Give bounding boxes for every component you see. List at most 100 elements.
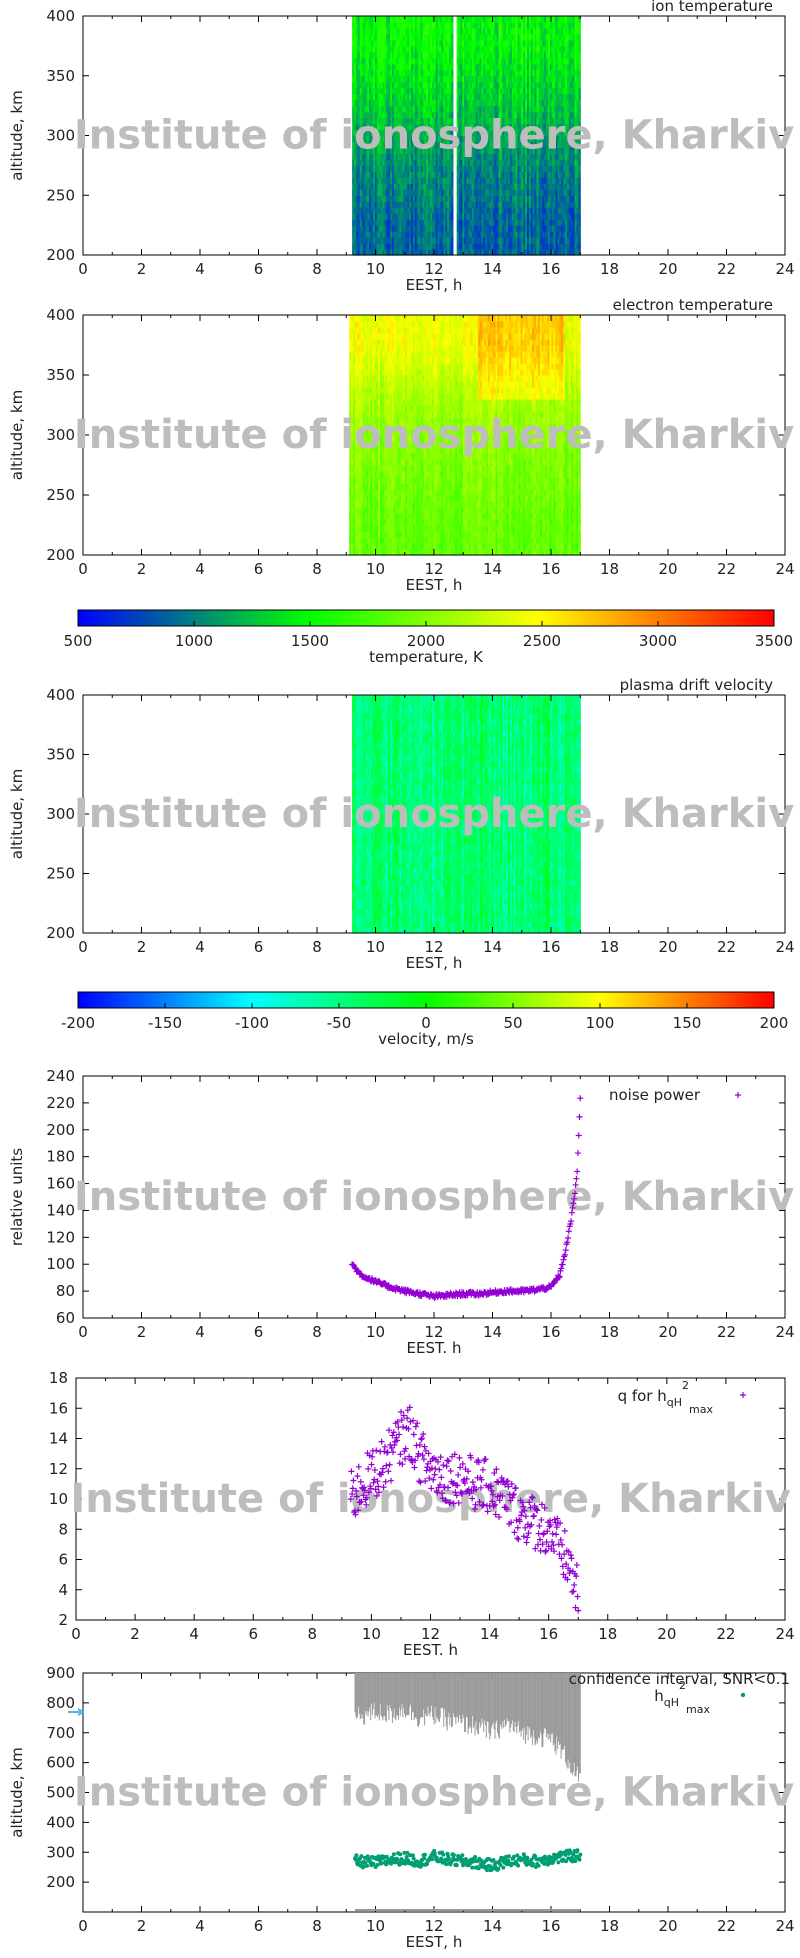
heatmap-cell [403, 129, 406, 137]
heatmap-cell [355, 231, 359, 238]
heatmap-cell [412, 63, 416, 71]
heatmap-cell [430, 51, 433, 59]
heatmap-cell [363, 183, 367, 190]
heatmap-cell [357, 69, 361, 77]
heatmap-cell [352, 105, 355, 113]
heatmap-cell [456, 27, 460, 35]
heatmap-cell [382, 153, 386, 160]
heatmap-cell [376, 207, 380, 214]
heatmap-cell [439, 45, 443, 53]
heatmap-cell [458, 33, 462, 41]
heatmap-cell [433, 111, 437, 119]
heatmap-cell [418, 219, 422, 226]
heatmap-cell [371, 45, 374, 53]
heatmap-cell [367, 249, 370, 256]
heatmap-cell [426, 39, 429, 47]
heatmap-cell [390, 39, 393, 47]
heatmap-cell [373, 225, 376, 232]
heatmap-cell [357, 21, 361, 29]
heatmap-cell [403, 201, 406, 208]
heatmap-cell [426, 135, 429, 143]
heatmap-cell [395, 111, 399, 119]
heatmap-cell [371, 93, 374, 101]
heatmap-cell [373, 183, 376, 190]
heatmap-cell [435, 51, 439, 59]
heatmap-cell [395, 213, 399, 220]
heatmap-cell [431, 123, 435, 131]
heatmap-cell [578, 33, 581, 41]
heatmap-cell [450, 87, 454, 95]
heatmap-cell [405, 237, 408, 244]
heatmap-cell [414, 231, 418, 238]
heatmap-cell [443, 219, 446, 226]
heatmap-cell [399, 231, 403, 238]
heatmap-cell [380, 27, 384, 35]
heatmap-cell [445, 243, 448, 250]
heatmap-cell [393, 177, 397, 184]
heatmap-cell [357, 171, 361, 178]
heatmap-cell [439, 33, 443, 41]
heatmap-cell [393, 81, 397, 89]
heatmap-cell [414, 147, 418, 155]
heatmap-cell [382, 39, 386, 47]
heatmap-cell [409, 177, 412, 184]
heatmap-cell [386, 16, 389, 23]
heatmap-cell [361, 207, 365, 214]
heatmap-cell [458, 183, 462, 190]
heatmap-cell [441, 111, 444, 119]
heatmap-cell [397, 141, 401, 149]
heatmap-cell [424, 69, 427, 77]
heatmap-cell [374, 201, 378, 208]
heatmap-cell [456, 99, 460, 107]
heatmap-cell [428, 147, 431, 155]
heatmap-cell [443, 93, 446, 101]
y-axis-label: altitude, km [8, 90, 26, 180]
heatmap-cell [412, 27, 416, 35]
heatmap-cell [397, 57, 401, 65]
heatmap-cell [388, 147, 391, 155]
heatmap-cell [414, 141, 418, 149]
heatmap-cell [403, 111, 406, 119]
heatmap-cell [397, 117, 401, 125]
heatmap-cell [357, 243, 361, 250]
heatmap-cell [361, 177, 365, 184]
heatmap-cell [354, 117, 357, 125]
heatmap-cell [422, 225, 425, 232]
heatmap-cell [355, 171, 359, 178]
heatmap-cell [380, 21, 384, 29]
heatmap-cell [392, 231, 395, 238]
heatmap-cell [462, 237, 465, 244]
heatmap-cell [411, 21, 414, 29]
heatmap-cell [363, 51, 367, 59]
heatmap-cell [407, 27, 410, 35]
heatmap-cell [411, 243, 414, 250]
heatmap-cell [460, 201, 463, 208]
heatmap-cell [460, 81, 463, 89]
heatmap-cell [449, 105, 452, 113]
heatmap-cell [367, 207, 370, 214]
heatmap-cell [420, 165, 424, 172]
heatmap-cell [424, 111, 427, 119]
heatmap-cell [371, 33, 374, 41]
heatmap-cell [458, 57, 462, 65]
heatmap-cell [409, 159, 412, 166]
heatmap-cell [431, 27, 435, 35]
heatmap-cell [420, 129, 424, 137]
heatmap-cell [357, 159, 361, 166]
heatmap-cell [412, 51, 416, 59]
heatmap-cell [441, 165, 444, 172]
heatmap-cell [450, 27, 454, 35]
heatmap-cell [397, 129, 401, 137]
heatmap-cell [380, 69, 384, 77]
heatmap-cell [393, 63, 397, 71]
heatmap-cell [456, 129, 460, 137]
heatmap-cell [397, 171, 401, 178]
heatmap-cell [369, 231, 372, 238]
heatmap-cell [422, 213, 425, 220]
heatmap-cell [416, 159, 420, 166]
heatmap-cell [392, 57, 395, 65]
heatmap-cell [424, 45, 427, 53]
heatmap-cell [401, 81, 405, 89]
heatmap-cell [401, 63, 405, 71]
heatmap-cell [384, 135, 387, 143]
